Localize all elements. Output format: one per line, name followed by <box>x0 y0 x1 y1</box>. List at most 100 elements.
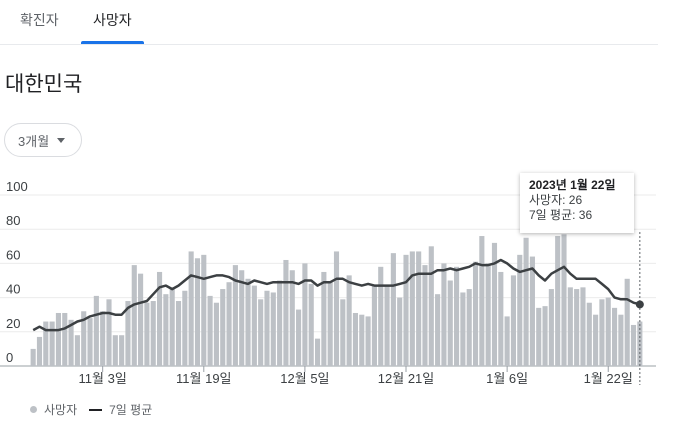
bar <box>245 278 251 366</box>
y-tick-label: 20 <box>6 316 20 331</box>
legend-item-average: 7일 평균 <box>89 401 152 418</box>
bar <box>612 307 618 366</box>
bar <box>68 319 74 366</box>
bar <box>163 294 169 366</box>
bar <box>106 299 112 366</box>
bar <box>593 314 599 366</box>
bar <box>447 280 453 366</box>
bar <box>277 280 283 366</box>
bar <box>479 236 485 366</box>
bar <box>169 287 175 366</box>
bar <box>586 302 592 366</box>
tooltip-date: 2023년 1월 22일 <box>529 178 616 192</box>
bar <box>460 292 466 366</box>
bar <box>270 292 276 366</box>
bar <box>81 311 87 366</box>
bar <box>422 265 428 366</box>
bar <box>390 253 396 366</box>
region-title: 대한민국 <box>5 73 83 96</box>
bar <box>397 297 403 366</box>
bar <box>220 289 226 366</box>
bar <box>536 307 542 366</box>
average-line <box>32 258 641 332</box>
bar <box>548 289 554 366</box>
bar <box>517 254 523 366</box>
tab-cases[interactable]: 확진자 <box>20 0 59 44</box>
range-dropdown[interactable]: 3개월 <box>4 123 82 157</box>
bar <box>156 271 163 366</box>
tab-deaths-label: 사망자 <box>93 12 132 28</box>
bar <box>561 234 567 366</box>
x-tick-label: 11월 3일 <box>79 371 127 386</box>
bar <box>112 335 118 366</box>
bar <box>74 335 80 366</box>
x-tick-label: 11월 19일 <box>176 371 232 386</box>
bar <box>232 265 238 366</box>
y-tick-label: 80 <box>6 213 20 228</box>
bar <box>510 275 517 366</box>
bar <box>365 316 371 366</box>
bar <box>637 321 643 366</box>
bar <box>321 271 327 366</box>
bar <box>144 302 150 366</box>
bar <box>555 236 561 366</box>
bar <box>93 295 99 366</box>
bar <box>36 336 43 366</box>
bar <box>226 282 232 366</box>
legend-line-icon <box>89 408 103 411</box>
bar <box>523 237 529 366</box>
bar <box>175 301 182 366</box>
chart-legend: 사망자 7일 평균 <box>30 401 152 418</box>
bar <box>384 285 390 366</box>
x-tick-label: 12월 5일 <box>280 371 329 386</box>
bar <box>491 242 498 366</box>
bar <box>472 261 479 366</box>
tooltip-deaths: 사망자: 26 <box>529 193 583 207</box>
bar <box>498 271 504 366</box>
bar <box>630 324 637 366</box>
bar <box>100 311 106 366</box>
bar <box>264 290 270 366</box>
bar <box>542 306 548 366</box>
bar <box>30 348 36 366</box>
bar <box>49 321 55 366</box>
bar <box>289 270 295 366</box>
bar <box>119 335 125 366</box>
hover-point <box>635 300 644 309</box>
bar <box>182 290 188 366</box>
bar <box>378 266 384 366</box>
x-tick-label: 12월 21일 <box>378 371 434 386</box>
legend-item-deaths: 사망자 <box>30 401 77 418</box>
x-tick-label: 1월 6일 <box>486 371 528 386</box>
tab-deaths[interactable]: 사망자 <box>81 0 144 44</box>
range-dropdown-label: 3개월 <box>18 133 50 149</box>
bar <box>466 289 472 366</box>
y-tick-label: 60 <box>6 247 20 262</box>
y-tick-label: 40 <box>6 282 20 297</box>
bar <box>624 278 630 366</box>
bar <box>567 287 573 366</box>
tab-bar: 확진자 사망자 <box>0 0 658 45</box>
bar <box>258 299 264 366</box>
bar <box>485 263 491 366</box>
bar <box>574 289 580 366</box>
legend-dot-icon <box>30 406 37 413</box>
dropdown-arrow-icon <box>57 137 66 143</box>
bar <box>213 302 219 366</box>
bar <box>529 256 535 366</box>
bar <box>138 273 144 366</box>
bar <box>131 265 137 366</box>
chart-tooltip: 2023년 1월 22일 사망자: 26 7일 평균: 36 <box>520 173 634 233</box>
legend-average-label: 7일 평균 <box>109 403 153 417</box>
bar <box>207 295 213 366</box>
legend-deaths-label: 사망자 <box>44 403 78 417</box>
bar <box>283 259 289 366</box>
x-tick-label: 1월 22일 <box>584 371 633 386</box>
bar <box>296 309 302 366</box>
bar <box>346 275 352 366</box>
y-tick-label: 0 <box>6 350 13 365</box>
bar <box>435 294 441 366</box>
bar <box>416 251 422 366</box>
bar <box>333 251 340 366</box>
bar <box>239 270 245 366</box>
